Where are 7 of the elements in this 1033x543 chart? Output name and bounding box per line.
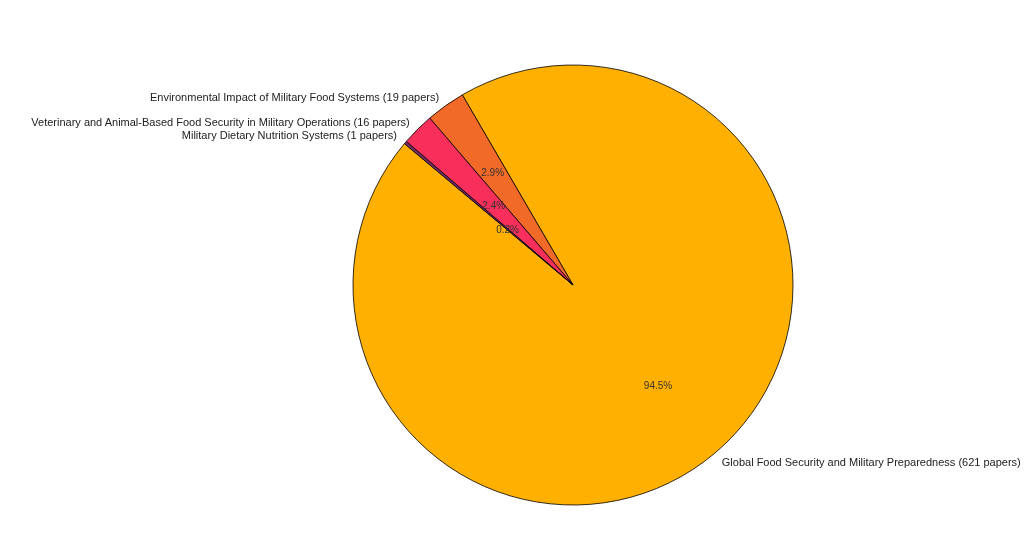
slice-label: Military Dietary Nutrition Systems (1 papers): [181, 129, 397, 142]
slice-label: Environmental Impact of Military Food Systems (19 papers): [149, 90, 440, 103]
data-label: 94.5%: [643, 380, 673, 392]
slice-label: Global Food Security and Military Preparedness (621 papers): [721, 455, 1021, 468]
slice-label: Veterinary and Animal-Based Food Security in Military Operations (16 papers): [31, 115, 410, 128]
data-label: 2.9%: [481, 166, 505, 178]
data-label: 0.2%: [496, 223, 520, 235]
